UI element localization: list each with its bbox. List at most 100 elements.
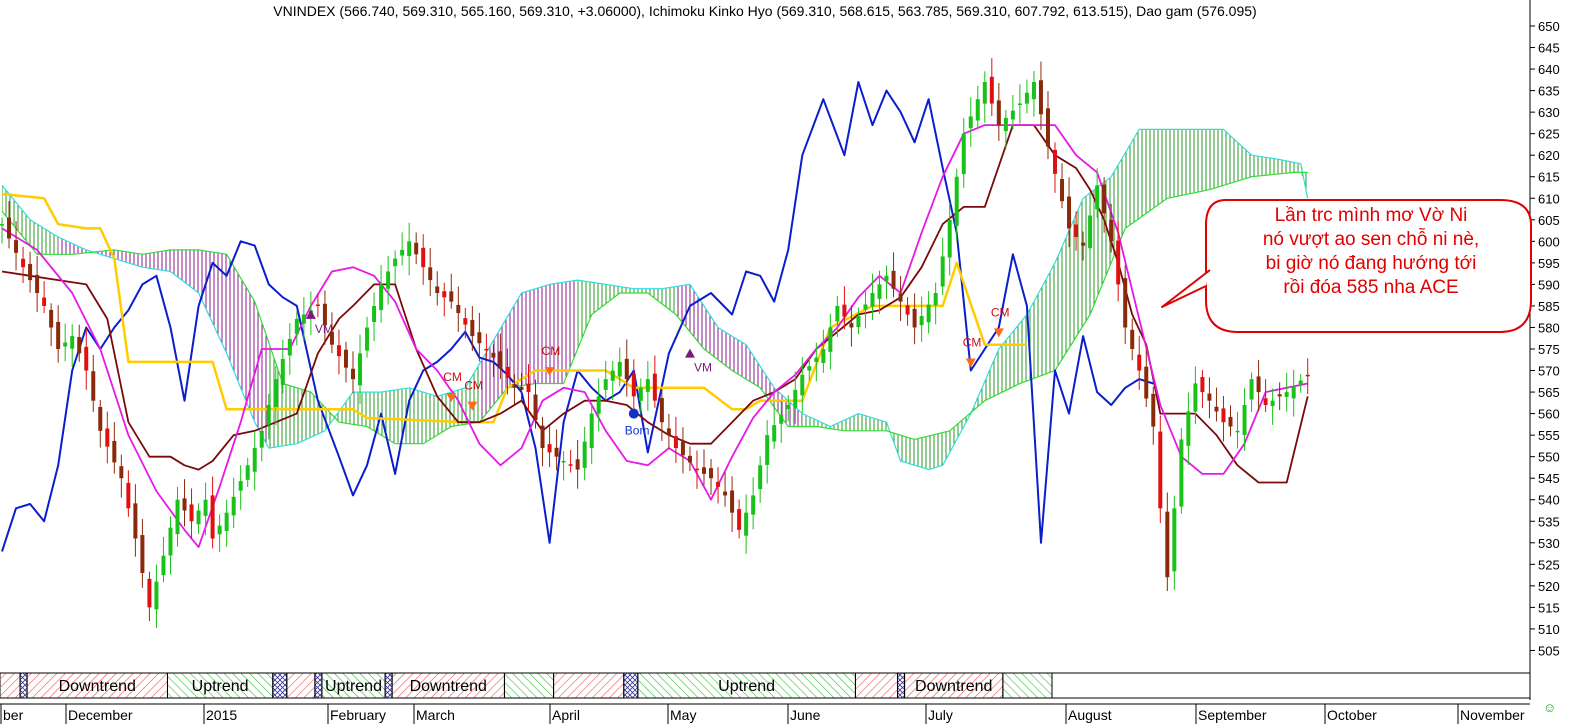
candle-body <box>779 415 784 424</box>
candle-body <box>294 318 299 335</box>
candle-body <box>1228 416 1233 427</box>
candle-body <box>140 535 145 573</box>
candle-body <box>1088 215 1093 249</box>
candle-body <box>680 441 685 456</box>
month-label: November <box>1460 707 1525 723</box>
candle-body <box>1179 439 1184 507</box>
candle-body <box>63 342 68 347</box>
trend-label: Uptrend <box>325 678 382 695</box>
month-label: April <box>552 707 580 723</box>
candle-body <box>252 448 257 472</box>
trend-segment-2 <box>26 672 168 699</box>
candle-body <box>1060 178 1065 202</box>
candle-body <box>1249 379 1254 400</box>
candle-body <box>589 413 594 448</box>
candle-body <box>1200 377 1205 393</box>
candle-body <box>723 491 728 496</box>
sell-arrow-icon <box>993 328 1004 338</box>
candle-body <box>919 315 924 326</box>
candle-body <box>449 291 454 302</box>
candle-body <box>968 116 973 129</box>
buy-arrow-icon <box>684 348 695 358</box>
month-label: March <box>416 707 455 723</box>
y-tick-label: 580 <box>1538 320 1560 335</box>
candle-body <box>582 441 587 468</box>
buy-arrow-icon <box>305 309 316 319</box>
candle-body <box>1081 242 1086 246</box>
candle-body <box>386 271 391 289</box>
candle-body <box>168 527 173 556</box>
y-tick-label: 565 <box>1538 385 1560 400</box>
smiley-icon: ☺ <box>1543 700 1557 715</box>
candle-body <box>21 258 26 268</box>
cloud-segment-7 <box>732 336 803 427</box>
trend-segment-10 <box>503 672 555 699</box>
candle-body <box>259 430 264 448</box>
y-tick-label: 605 <box>1538 213 1560 228</box>
trend-segment-15 <box>897 672 906 699</box>
signal-label: CM <box>464 379 483 393</box>
month-label: 2015 <box>206 707 237 723</box>
candle-body <box>1263 398 1268 405</box>
candle-body <box>301 314 306 324</box>
candle-body <box>631 373 636 397</box>
candle-body <box>154 581 159 610</box>
candle-body <box>694 468 699 471</box>
trend-label: Uptrend <box>718 678 775 695</box>
candle-body <box>702 467 706 474</box>
candle-body <box>7 217 12 239</box>
cloud-segment-2 <box>198 249 269 449</box>
candle-body <box>891 270 896 289</box>
trend-segment-9 <box>391 672 505 699</box>
candle-body <box>1144 366 1149 399</box>
y-tick-label: 515 <box>1538 600 1560 615</box>
month-label: July <box>928 707 953 723</box>
candle-body <box>1010 110 1015 120</box>
sell-arrow-icon <box>544 367 555 377</box>
trend-segment-17 <box>1002 672 1053 699</box>
candle-body <box>231 496 236 516</box>
candle-body <box>42 297 47 306</box>
signal-label: CM <box>443 370 462 384</box>
candle-body <box>77 337 82 354</box>
candle-body <box>1074 224 1079 238</box>
y-tick-label: 585 <box>1538 299 1560 314</box>
candle-body <box>210 495 215 539</box>
candle-body <box>112 440 117 463</box>
y-tick-label: 645 <box>1538 41 1560 56</box>
candle-body <box>1045 108 1050 147</box>
candle-body <box>1053 149 1057 174</box>
candle-body <box>758 465 763 490</box>
candle-body <box>189 504 194 522</box>
candle-body <box>217 525 222 535</box>
candle-body <box>196 510 201 525</box>
candle-body <box>1017 103 1022 106</box>
y-tick-label: 510 <box>1538 622 1560 637</box>
trend-segment-12 <box>623 672 639 699</box>
y-tick-label: 625 <box>1538 127 1560 142</box>
candle-body <box>870 293 875 307</box>
cloud-segment-5 <box>577 280 676 349</box>
candle-body <box>1298 380 1303 385</box>
candle-body <box>105 428 110 447</box>
candle-body <box>1137 354 1142 371</box>
trend-band: Downtrend Uptrend Uptrend Downtrend Uptrend D… <box>0 672 1531 699</box>
candle-body <box>926 304 931 323</box>
y-tick-label: 550 <box>1538 450 1560 465</box>
candle-body <box>898 293 903 302</box>
candle-body <box>329 331 334 345</box>
indicator-lines <box>1 81 1309 552</box>
trend-segment-14 <box>854 672 899 699</box>
y-tick-label: 525 <box>1538 557 1560 572</box>
candle-body <box>905 305 910 315</box>
candle-body <box>1172 508 1177 572</box>
candle-body <box>512 384 517 388</box>
candle-body <box>709 468 714 479</box>
candle-body <box>716 481 721 487</box>
candle-body <box>491 352 496 358</box>
candle-body <box>1031 81 1036 100</box>
candle-body <box>1003 117 1008 132</box>
candle-body <box>56 321 61 349</box>
candle-body <box>35 274 40 294</box>
candle-body <box>744 512 749 536</box>
